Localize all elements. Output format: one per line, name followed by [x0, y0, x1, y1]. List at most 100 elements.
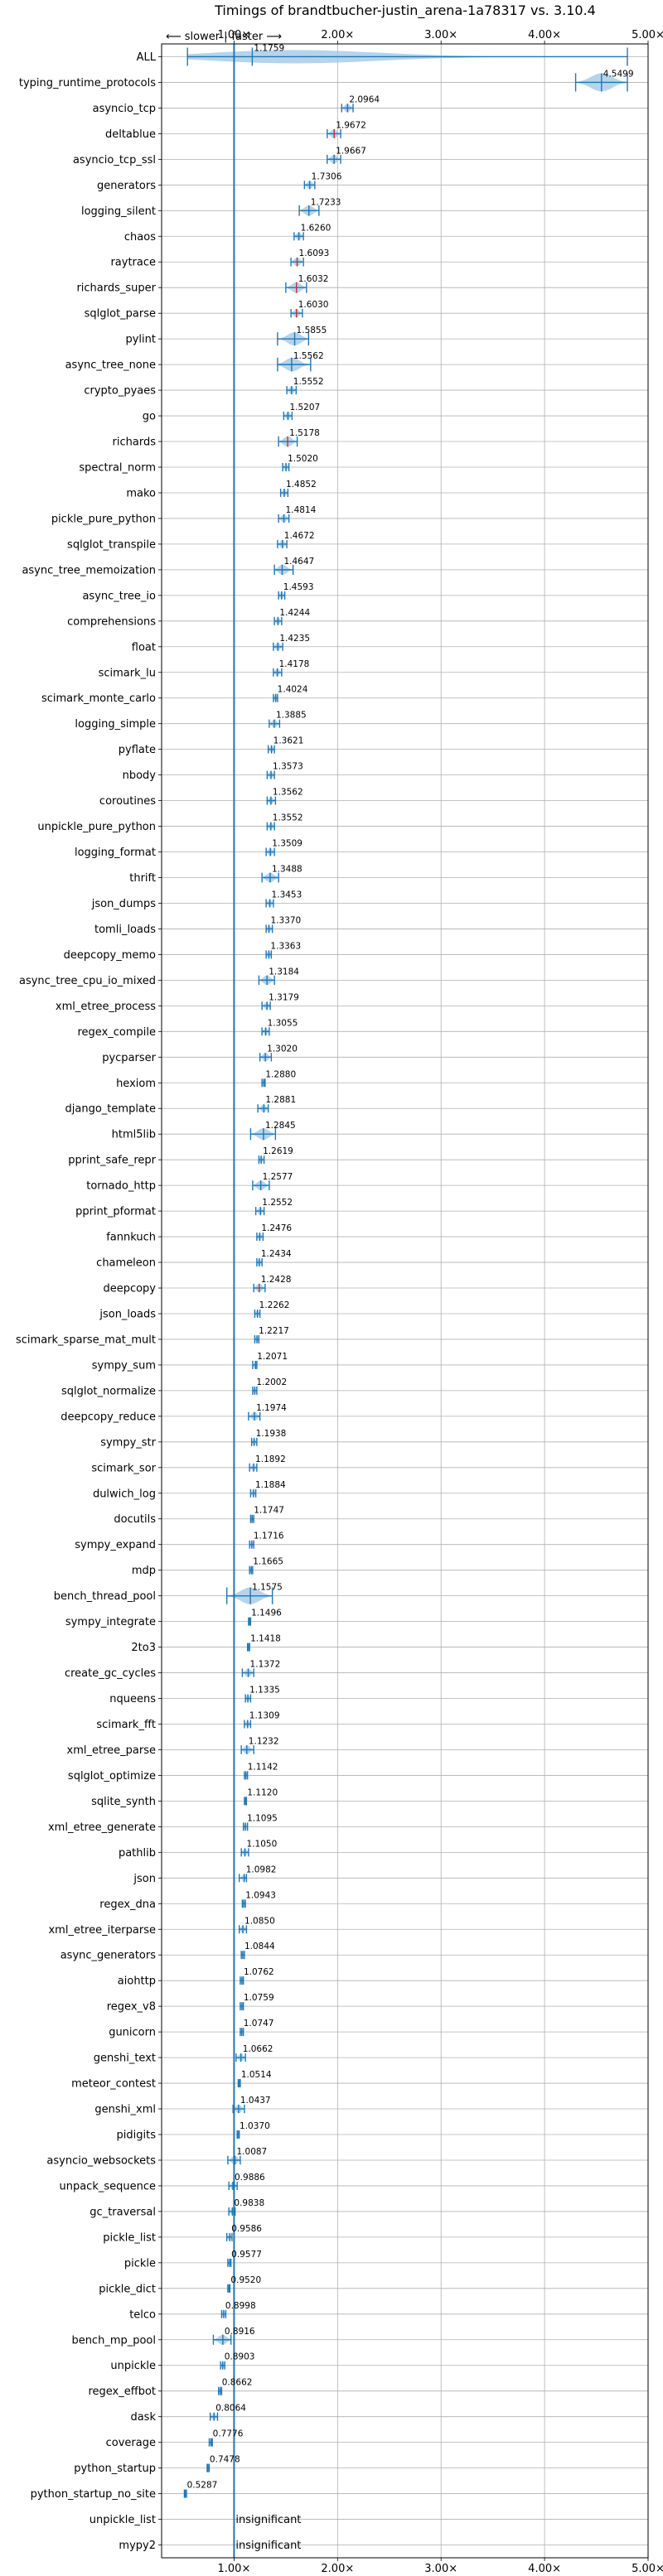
violin-hexiom [261, 1078, 266, 1088]
violin-pickle_dict [227, 2284, 231, 2293]
category-label: pickle_pure_python [51, 513, 156, 525]
value-label: 1.0850 [244, 1916, 275, 1926]
tick-label-layer: 1.00× 1.00× 2.00× 2.00× 3.00× 3.00× 4.00× 4.00×… [218, 29, 663, 2575]
value-label: 1.2434 [261, 1249, 292, 1259]
violin-dask [209, 2412, 219, 2421]
violin-scimark_lu [273, 668, 283, 677]
category-label: chameleon [96, 1257, 156, 1270]
violin-xml_etree_iterparse [238, 1925, 248, 1934]
category-label: sympy_expand [75, 1539, 156, 1551]
value-label: 1.3453 [272, 890, 302, 900]
category-label: pickle [124, 2257, 156, 2270]
violin-aiohttp [240, 1976, 244, 1985]
violin-fannkuch [256, 1233, 264, 1242]
category-label: asyncio_websockets [46, 2154, 156, 2167]
x-tick-label-top: 1.00× [218, 29, 251, 41]
violin-scimark_sor [249, 1463, 258, 1472]
violin-coroutines [266, 796, 277, 805]
value-label: 1.5855 [297, 326, 327, 335]
category-label: logging_silent [81, 205, 156, 218]
value-label: 1.0747 [244, 2019, 274, 2028]
value-label: 0.8998 [225, 2301, 256, 2311]
violin-crypto_pyaes [286, 386, 298, 395]
value-label: 1.3179 [269, 992, 299, 1002]
value-label: 1.3552 [273, 813, 303, 823]
x-tick-label-top: 2.00× [321, 29, 354, 41]
value-label: 1.5178 [289, 428, 320, 438]
violin-regex_effbot [217, 2386, 223, 2395]
violin-coverage [208, 2438, 213, 2447]
violin-richards [278, 436, 298, 447]
violin-json_dumps [265, 899, 274, 908]
violin-docutils [249, 1514, 254, 1523]
violin-regex_dna [241, 1899, 246, 1908]
category-label: meteor_contest [71, 2078, 156, 2091]
category-label: unpickle [110, 2360, 156, 2372]
violin-sympy_integrate [248, 1617, 252, 1626]
violin-meteor_contest [237, 2079, 241, 2088]
category-label: nqueens [109, 1693, 156, 1705]
violin-json [238, 1874, 248, 1883]
violin-sympy_str [250, 1437, 258, 1446]
category-label: json_dumps [91, 898, 156, 910]
category-label: crypto_pyaes [84, 385, 156, 398]
violin-async_tree_memoization [273, 564, 294, 576]
category-label: pprint_safe_repr [68, 1155, 156, 1167]
value-label: 1.3020 [267, 1044, 298, 1054]
violin-xml_etree_parse [240, 1745, 254, 1754]
x-tick-label-bottom: 1.00× [218, 2563, 251, 2575]
category-label: async_tree_none [65, 359, 156, 372]
x-tick-label-bottom: 5.00× [632, 2563, 663, 2575]
category-label: sympy_sum [92, 1359, 156, 1372]
category-label: python_startup_no_site [31, 2488, 156, 2501]
value-label: 1.0762 [244, 1967, 274, 1977]
grid-layer [162, 44, 649, 2558]
violin-html5lib [249, 1128, 277, 1141]
category-label: tomli_loads [94, 924, 156, 936]
violin-pycparser [259, 1053, 273, 1062]
category-label: docutils [114, 1513, 156, 1526]
value-label: 1.2552 [262, 1198, 293, 1208]
value-label: 1.0662 [243, 2044, 273, 2054]
category-label: deepcopy_reduce [60, 1411, 156, 1423]
violin-typing_runtime_protocols [574, 73, 628, 92]
violin-sympy_sum [252, 1360, 258, 1369]
value-label: 1.2845 [265, 1121, 296, 1131]
category-label: bench_thread_pool [54, 1590, 156, 1603]
value-label: 1.5562 [293, 351, 324, 361]
value-label: 1.3370 [271, 915, 302, 925]
category-label: pylint [125, 334, 156, 346]
violin-tornado_http [252, 1180, 270, 1191]
value-label-layer: 1.1759 4.5499 2.0964 1.9672 1.9667 1.7306 1.72… [187, 43, 634, 2552]
category-label: pyflate [119, 744, 156, 756]
violin-scimark_monte_carlo [273, 693, 278, 702]
value-label: 1.3363 [270, 941, 301, 951]
value-label: 1.4647 [283, 557, 314, 567]
value-label: 1.3509 [272, 839, 302, 849]
value-label: 1.1095 [247, 1813, 278, 1823]
value-label: 1.9667 [336, 146, 366, 156]
category-label: xml_etree_generate [48, 1821, 156, 1834]
value-label: 1.1142 [248, 1762, 278, 1772]
category-label: richards_super [76, 282, 156, 295]
violin-async_tree_none [277, 357, 312, 372]
value-label: 1.7306 [312, 171, 342, 181]
value-label: 1.4235 [279, 634, 310, 644]
value-label: 1.2619 [263, 1146, 293, 1156]
insignificant-label: insignificant [235, 2540, 301, 2552]
x-tick-label-top: 3.00× [424, 29, 457, 41]
category-label: genshi_text [94, 2053, 156, 2065]
value-label: 0.9520 [230, 2275, 261, 2285]
category-label: pickle_dict [99, 2283, 156, 2295]
value-label: 1.2577 [263, 1172, 293, 1182]
value-label: 1.5020 [288, 454, 318, 464]
value-label: 1.0087 [237, 2147, 268, 2157]
violin-pprint_safe_repr [258, 1155, 265, 1165]
violin-deepcopy_reduce [248, 1411, 261, 1421]
violin-telco [220, 2309, 227, 2318]
value-label: 1.1120 [247, 1787, 278, 1797]
violin-xml_etree_process [261, 1001, 271, 1011]
category-label: pickle_list [103, 2231, 156, 2244]
category-label: hexiom [116, 1078, 156, 1090]
